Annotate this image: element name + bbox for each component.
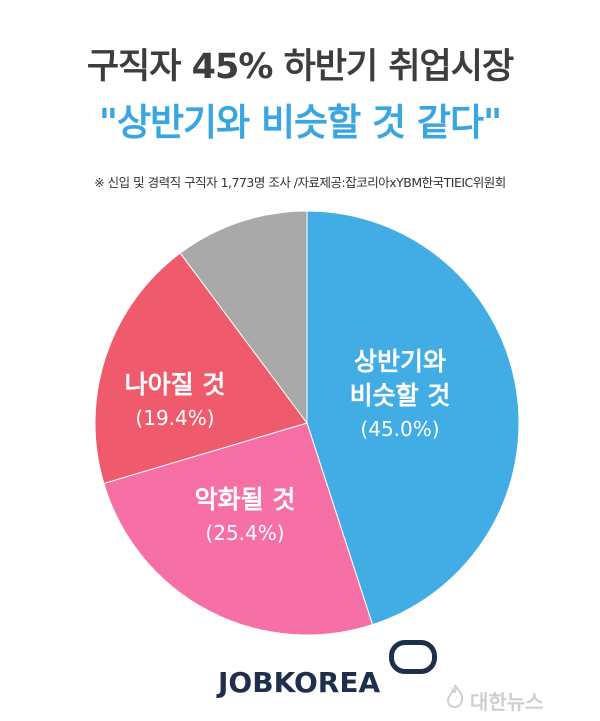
chart-subtitle: "상반기와 비슷할 것 같다" — [98, 101, 503, 144]
watermark-flame-icon — [446, 684, 464, 708]
jobkorea-logo-oval-icon — [389, 640, 437, 674]
pie-slices — [94, 210, 520, 636]
pie-slice-1 — [103, 422, 374, 636]
slice-value-label-0: (45.0%) — [360, 417, 439, 441]
slice-value-label-2: (19.4%) — [135, 406, 214, 430]
chart-title: 구직자 45% 하반기 취업시장 — [86, 47, 514, 87]
pie-slice-0 — [306, 210, 520, 626]
slice-label-1-line-0: 악화될 것 — [195, 485, 296, 514]
slice-label-0-line-0: 상반기와 — [354, 347, 446, 376]
source-note: ※ 신입 및 경력직 구직자 1,773명 조사 /자료제공:잡코리아xYBM한… — [94, 175, 506, 190]
slice-label-0-line-1: 비슷할 것 — [350, 381, 451, 410]
jobkorea-logo: JOBKOREA — [218, 666, 381, 699]
slice-label-2-line-0: 나아질 것 — [125, 370, 226, 399]
watermark: 대한뉴스 — [470, 690, 544, 714]
pie-slice-2 — [94, 252, 308, 485]
pie-slice-3 — [179, 210, 308, 425]
slice-value-label-1: (25.4%) — [205, 521, 284, 545]
